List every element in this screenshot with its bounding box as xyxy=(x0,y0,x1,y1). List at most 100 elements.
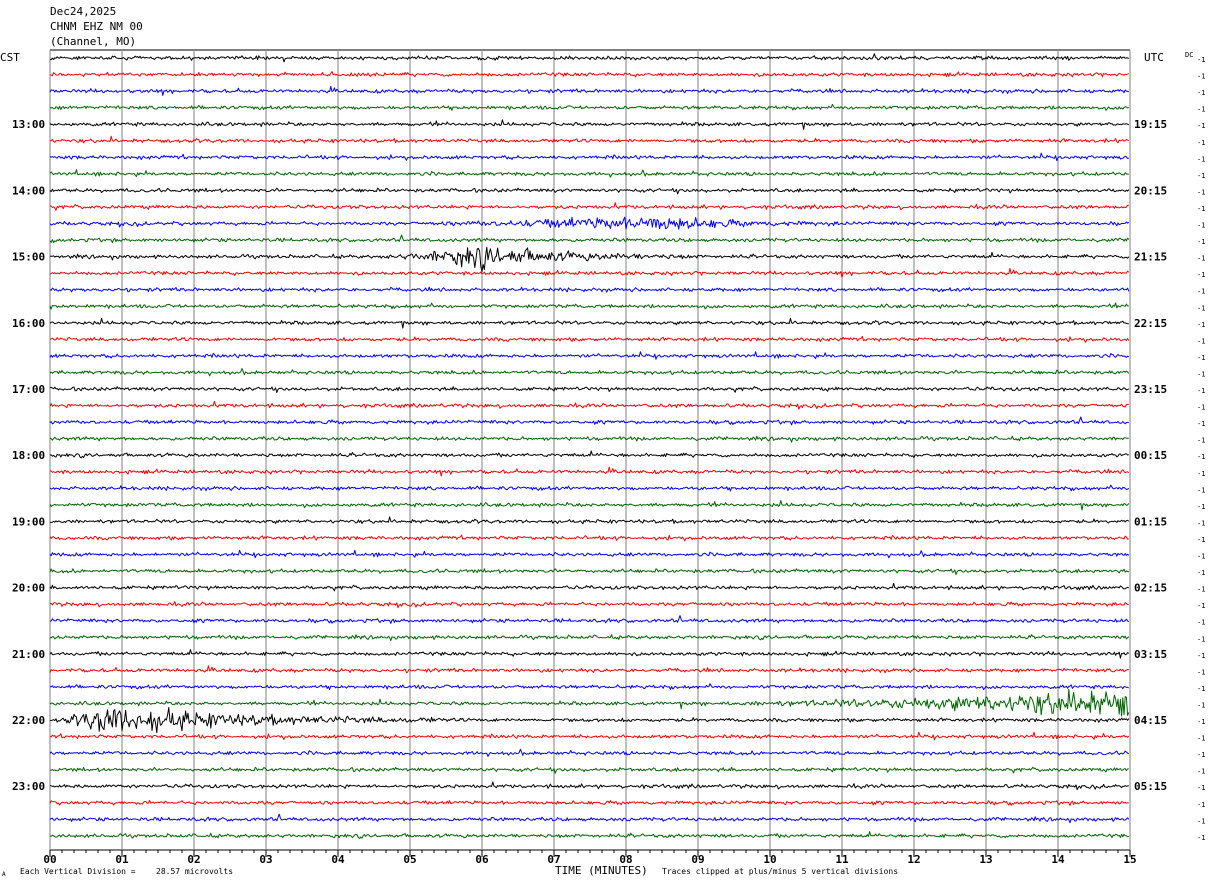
trace-offset-label: -1 xyxy=(1197,255,1205,263)
trace-offset-label: -1 xyxy=(1197,602,1205,610)
trace-line xyxy=(49,748,1130,757)
trace-line xyxy=(49,286,1130,293)
trace-line xyxy=(49,649,1130,659)
utc-hour-label: 22:15 xyxy=(1134,317,1167,330)
trace-line xyxy=(49,615,1130,624)
utc-hour-label: 04:15 xyxy=(1134,714,1167,727)
x-tick-label: 11 xyxy=(835,853,849,866)
cst-hour-label: 18:00 xyxy=(12,449,45,462)
trace-line xyxy=(49,688,1130,717)
scale-value: 28.57 microvolts xyxy=(156,867,233,876)
trace-line xyxy=(49,831,1129,839)
cst-hour-label: 22:00 xyxy=(12,714,45,727)
cst-hour-label: 16:00 xyxy=(12,317,45,330)
trace-offset-label: -1 xyxy=(1197,701,1205,709)
trace-line xyxy=(49,246,1130,273)
trace-offset-label: -1 xyxy=(1197,288,1205,296)
x-tick-label: 10 xyxy=(763,853,776,866)
trace-offset-label: -1 xyxy=(1197,751,1205,759)
trace-offset-label: -1 xyxy=(1197,420,1205,428)
right-axis-label: UTC xyxy=(1144,51,1164,64)
trace-offset-label: -1 xyxy=(1197,801,1205,809)
trace-line xyxy=(49,400,1129,410)
trace-line xyxy=(49,386,1130,393)
trace-line xyxy=(49,104,1129,111)
trace-line xyxy=(49,135,1130,144)
utc-hour-label: 03:15 xyxy=(1134,648,1167,661)
trace-offset-label: -1 xyxy=(1197,437,1205,445)
trace-offset-label: -1 xyxy=(1197,735,1205,743)
x-tick-label: 07 xyxy=(547,853,560,866)
trace-offset-label: -1 xyxy=(1197,586,1205,594)
trace-line xyxy=(49,568,1129,576)
trace-line xyxy=(49,119,1130,130)
utc-hour-label: 02:15 xyxy=(1134,582,1167,595)
cst-hour-label: 15:00 xyxy=(12,251,45,264)
trace-offset-label: -1 xyxy=(1197,652,1205,660)
trace-line xyxy=(49,766,1129,774)
trace-line xyxy=(49,216,1130,230)
x-tick-label: 13 xyxy=(979,853,992,866)
x-tick-label: 05 xyxy=(403,853,416,866)
trace-line xyxy=(49,549,1130,559)
trace-offset-label: -1 xyxy=(1197,536,1205,544)
trace-line xyxy=(49,71,1130,78)
trace-offset-label: -1 xyxy=(1197,834,1205,842)
trace-offset-label: -1 xyxy=(1197,222,1205,230)
dc-label: DC xyxy=(1185,51,1193,59)
x-tick-label: 09 xyxy=(691,853,704,866)
utc-hour-label: 23:15 xyxy=(1134,383,1167,396)
trace-offset-label: -1 xyxy=(1197,470,1205,478)
trace-line xyxy=(49,665,1129,674)
trace-line xyxy=(49,781,1129,791)
trace-offset-label: -1 xyxy=(1197,172,1205,180)
utc-hour-label: 05:15 xyxy=(1134,780,1167,793)
cst-hour-label: 23:00 xyxy=(12,780,45,793)
utc-hour-label: 19:15 xyxy=(1134,118,1167,131)
trace-line xyxy=(49,601,1129,609)
trace-offset-label: -1 xyxy=(1197,718,1205,726)
trace-line xyxy=(49,152,1130,162)
trace-line xyxy=(49,317,1129,329)
utc-hour-label: 21:15 xyxy=(1134,251,1167,264)
trace-offset-label: -1 xyxy=(1197,486,1205,494)
trace-line xyxy=(49,187,1130,195)
trace-offset-label: -1 xyxy=(1197,784,1205,792)
trace-line xyxy=(49,450,1129,459)
trace-line xyxy=(49,416,1129,426)
x-tick-label: 01 xyxy=(115,853,129,866)
trace-offset-label: -1 xyxy=(1197,768,1205,776)
trace-offset-label: -1 xyxy=(1197,56,1205,64)
trace-offset-label: -1 xyxy=(1197,635,1205,643)
x-tick-label: 02 xyxy=(187,853,200,866)
trace-line xyxy=(49,683,1129,691)
trace-offset-label: -1 xyxy=(1197,304,1205,312)
trace-offset-label: -1 xyxy=(1197,370,1205,378)
trace-offset-label: -1 xyxy=(1197,404,1205,412)
trace-offset-label: -1 xyxy=(1197,453,1205,461)
trace-offset-label: -1 xyxy=(1197,668,1205,676)
x-tick-label: 06 xyxy=(475,853,489,866)
x-tick-label: 15 xyxy=(1123,853,1136,866)
trace-offset-label: -1 xyxy=(1197,569,1205,577)
scale-note-label: Each Vertical Division = xyxy=(20,867,136,876)
trace-offset-label: -1 xyxy=(1197,73,1205,81)
trace-offset-label: -1 xyxy=(1197,238,1205,246)
trace-offset-label: -1 xyxy=(1197,155,1205,163)
trace-line xyxy=(49,634,1130,642)
trace-layer xyxy=(49,53,1130,839)
cst-hour-label: 17:00 xyxy=(12,383,45,396)
trace-line xyxy=(49,202,1129,211)
channel-label: (Channel, MO) xyxy=(50,35,137,48)
utc-hour-label: 01:15 xyxy=(1134,515,1167,528)
trace-offset-label: -1 xyxy=(1197,337,1205,345)
cst-hour-label: 14:00 xyxy=(12,184,45,197)
cst-hour-label: 21:00 xyxy=(12,648,45,661)
trace-line xyxy=(49,351,1130,360)
trace-line xyxy=(49,335,1130,343)
left-axis-label: CST xyxy=(0,51,20,64)
trace-offset-label: -1 xyxy=(1197,205,1205,213)
trace-line xyxy=(49,302,1129,310)
utc-hour-label: 20:15 xyxy=(1134,184,1167,197)
